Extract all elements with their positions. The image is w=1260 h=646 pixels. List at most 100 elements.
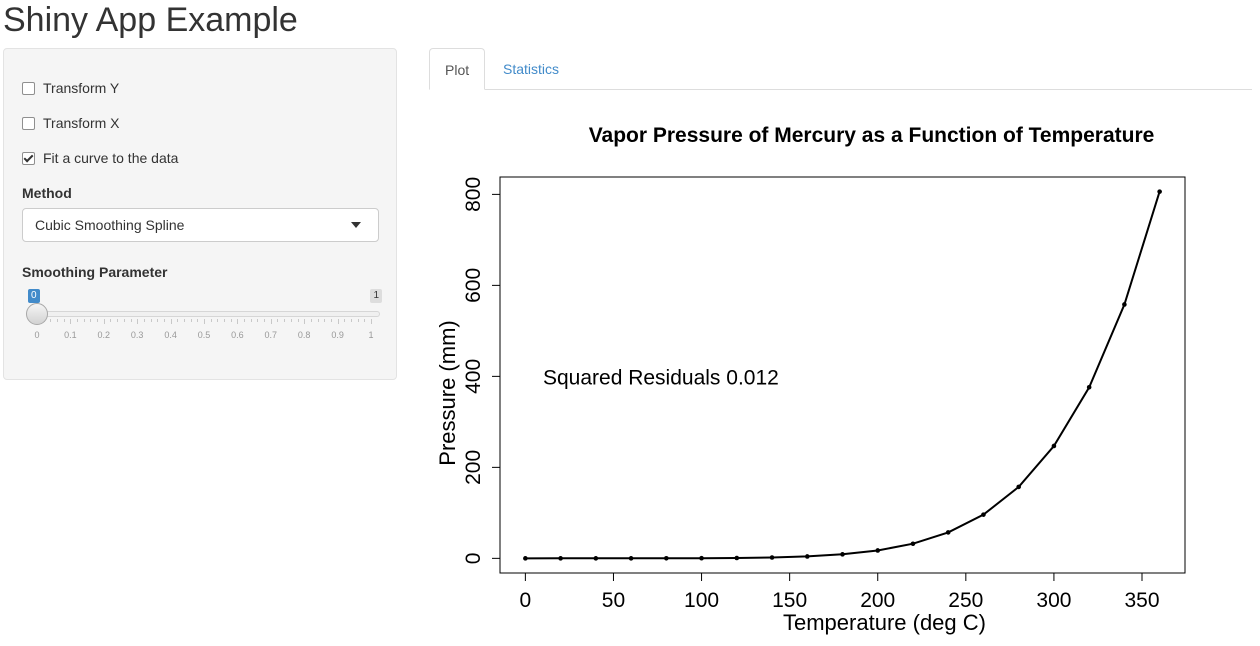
data-point bbox=[875, 548, 881, 553]
slider-tick bbox=[344, 319, 346, 322]
data-point bbox=[804, 554, 810, 559]
data-point bbox=[1016, 484, 1021, 490]
slider-tick bbox=[77, 319, 79, 322]
slider-tick bbox=[330, 319, 332, 322]
slider-tick-label: 0.2 bbox=[97, 330, 111, 340]
x-tick-label: 0 bbox=[520, 589, 532, 612]
slider-tick bbox=[224, 319, 226, 322]
slider-max-badge: 1 bbox=[370, 289, 382, 303]
slider-tick bbox=[57, 319, 59, 322]
transform-x-checkbox-box[interactable] bbox=[22, 116, 35, 130]
slider-tick bbox=[277, 319, 279, 322]
slider-tick bbox=[150, 319, 152, 322]
x-tick-label: 300 bbox=[1036, 589, 1071, 612]
slider-tick bbox=[324, 319, 326, 322]
slider-tick-label: 0.8 bbox=[297, 330, 311, 340]
slider-tick-label: 0.7 bbox=[264, 330, 278, 340]
chart-title: Vapor Pressure of Mercury as a Function … bbox=[589, 124, 1155, 147]
slider-tick bbox=[217, 319, 219, 322]
slider-tick bbox=[337, 319, 339, 324]
slider-tick-label: 0.1 bbox=[64, 330, 77, 340]
smoothing-parameter-label: Smoothing Parameter bbox=[22, 264, 168, 280]
method-selected-value: Cubic Smoothing Spline bbox=[35, 217, 185, 233]
x-axis-label: Temperature (deg C) bbox=[783, 610, 986, 635]
slider-tick bbox=[63, 319, 65, 322]
slider-tick bbox=[284, 319, 286, 322]
y-tick-label: 0 bbox=[462, 553, 485, 565]
slider-tick-label: 0.6 bbox=[231, 330, 244, 340]
data-point bbox=[1122, 302, 1127, 307]
y-axis-label: Pressure (mm) bbox=[435, 320, 460, 465]
x-tick-label: 150 bbox=[772, 589, 807, 612]
x-tick-label: 350 bbox=[1124, 589, 1159, 612]
data-point bbox=[558, 556, 563, 561]
slider-tick-label: 0 bbox=[34, 330, 40, 340]
data-point bbox=[699, 555, 704, 561]
tab-statistics[interactable]: Statistics bbox=[503, 61, 560, 77]
data-point bbox=[981, 512, 986, 517]
slider-tick bbox=[250, 319, 252, 322]
x-tick-label: 100 bbox=[684, 589, 719, 612]
sidebar-panel: Transform Y Transform X Fit a curve to t… bbox=[3, 48, 397, 380]
slider-tick bbox=[350, 319, 352, 322]
smoothing-slider[interactable]: 0 1 0 0.1 0.2 0.3 0.4 0.5 0.6 0.7 0.8 0.9 1 bbox=[22, 285, 382, 345]
y-tick-label: 600 bbox=[462, 268, 485, 303]
data-point bbox=[840, 552, 845, 557]
slider-tick bbox=[304, 319, 306, 324]
slider-tick-label: 0.4 bbox=[164, 330, 177, 340]
plot-output: Vapor Pressure of Mercury as a Function … bbox=[429, 95, 1252, 646]
slider-tick-label: 0.3 bbox=[130, 330, 144, 340]
transform-y-checkbox[interactable]: Transform Y bbox=[22, 78, 119, 98]
slider-tick bbox=[210, 319, 212, 322]
tab-plot[interactable]: Plot bbox=[429, 48, 486, 90]
slider-tick bbox=[364, 319, 366, 322]
data-point bbox=[1157, 189, 1162, 194]
slider-tick bbox=[110, 319, 112, 322]
data-point bbox=[734, 555, 740, 561]
fit-curve-checkbox[interactable]: Fit a curve to the data bbox=[22, 148, 178, 168]
slider-tick bbox=[83, 319, 85, 322]
data-point bbox=[593, 556, 599, 561]
data-point bbox=[910, 541, 916, 547]
slider-tick bbox=[197, 319, 199, 322]
y-tick-label: 800 bbox=[462, 177, 485, 212]
data-point bbox=[664, 556, 669, 561]
slider-tick bbox=[310, 319, 312, 322]
method-label: Method bbox=[22, 185, 72, 201]
slider-tick bbox=[264, 319, 266, 322]
plot-frame bbox=[499, 176, 1186, 574]
tab-bar: Plot Statistics bbox=[429, 48, 1252, 90]
slider-tick bbox=[143, 319, 145, 322]
slider-tick bbox=[170, 319, 172, 324]
slider-track[interactable] bbox=[34, 311, 380, 317]
transform-y-checkbox-box[interactable] bbox=[22, 81, 35, 95]
y-tick-label: 400 bbox=[462, 359, 485, 394]
transform-x-label: Transform X bbox=[43, 115, 120, 131]
transform-x-checkbox[interactable]: Transform X bbox=[22, 113, 120, 133]
data-point bbox=[945, 530, 951, 535]
slider-tick bbox=[357, 319, 359, 322]
slider-tick bbox=[130, 319, 132, 322]
data-point bbox=[1086, 384, 1092, 390]
squared-residuals-annotation: Squared Residuals 0.012 bbox=[543, 366, 779, 389]
slider-tick bbox=[163, 319, 165, 322]
x-tick-label: 50 bbox=[602, 589, 625, 612]
method-select[interactable]: Cubic Smoothing Spline bbox=[22, 208, 379, 242]
transform-y-label: Transform Y bbox=[43, 80, 120, 96]
data-point bbox=[523, 556, 528, 561]
fit-curve-checkbox-box[interactable] bbox=[22, 151, 35, 165]
slider-tick bbox=[137, 319, 139, 324]
slider-min-badge: 0 bbox=[28, 289, 40, 303]
slider-tick bbox=[103, 319, 105, 324]
slider-tick bbox=[50, 319, 52, 322]
slider-tick bbox=[70, 319, 72, 324]
slider-tick-label: 0.5 bbox=[197, 330, 211, 340]
caret-down-icon bbox=[351, 222, 361, 228]
slider-tick bbox=[297, 319, 299, 322]
slider-handle[interactable] bbox=[26, 303, 48, 325]
slider-tick bbox=[204, 319, 205, 324]
data-point bbox=[628, 556, 634, 561]
slider-tick bbox=[244, 319, 246, 322]
data-point bbox=[769, 555, 775, 560]
slider-tick bbox=[270, 319, 272, 324]
